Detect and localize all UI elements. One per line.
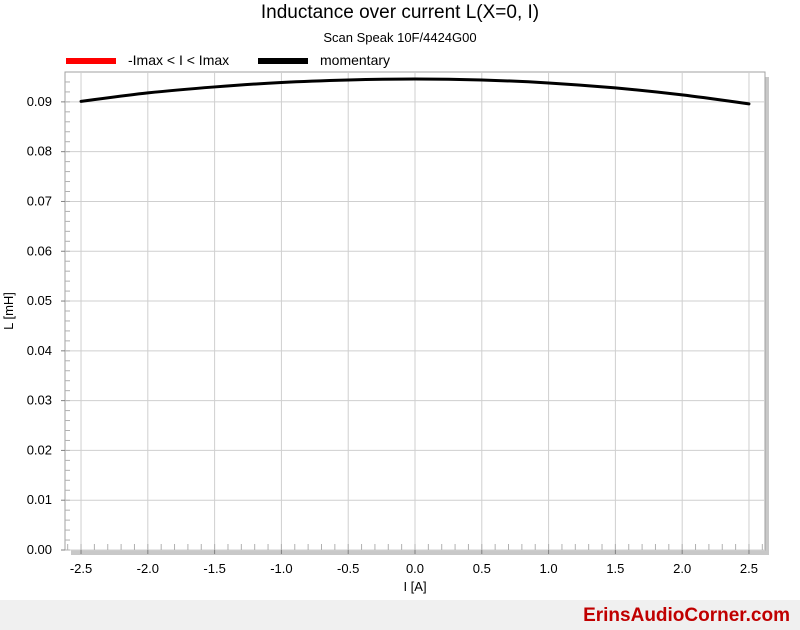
chart-plot: 0.00 0.01 0.02 0.03 0.04 0.05 0.06 0.07 0.08 0.09…: [1, 71, 769, 594]
watermark: ErinsAudioCorner.com: [583, 605, 790, 626]
chart-subtitle: Scan Speak 10F/4424G00: [323, 30, 477, 45]
y-tick-label: 0.02: [27, 442, 52, 457]
y-tick-label: 0.07: [27, 193, 52, 208]
y-tick-label: 0.01: [27, 492, 52, 507]
x-tick-label: -2.0: [137, 561, 159, 576]
y-tick-label: 0.00: [27, 542, 52, 557]
legend-item-momentary: momentary: [258, 51, 390, 69]
x-tick-labels: -2.5 -2.0 -1.5 -1.0 -0.5 0.0 0.5 1.0 1.5 2.0 2.5: [70, 561, 758, 576]
series-group: [79, 77, 751, 106]
footer-band: [0, 600, 800, 630]
series-line-momentary: [79, 77, 751, 106]
x-tick-label: 0.0: [406, 561, 424, 576]
legend-label-momentary: momentary: [320, 52, 391, 68]
x-tick-label: -1.5: [203, 561, 225, 576]
x-tick-label: 1.5: [606, 561, 624, 576]
y-tick-label: 0.05: [27, 293, 52, 308]
x-tick-label: -1.0: [270, 561, 292, 576]
x-tick-label: 2.5: [740, 561, 758, 576]
x-tick-label: 0.5: [473, 561, 491, 576]
y-tick-label: 0.03: [27, 393, 52, 408]
x-tick-label: 1.0: [540, 561, 558, 576]
y-tick-labels: 0.00 0.01 0.02 0.03 0.04 0.05 0.06 0.07 0.08 0.09: [27, 94, 52, 557]
chart-title: Inductance over current L(X=0, I): [260, 2, 540, 23]
x-tick-label: -2.5: [70, 561, 92, 576]
minor-ticks: [65, 81, 763, 551]
legend-swatch-black: [258, 58, 308, 65]
y-tick-label: 0.09: [27, 94, 52, 109]
x-axis-label: I [A]: [403, 579, 426, 594]
x-tick-label: -0.5: [337, 561, 359, 576]
grid-lines: [61, 72, 765, 554]
legend-item-imax-range: -Imax < I < Imax: [66, 51, 229, 69]
x-tick-label: 2.0: [673, 561, 691, 576]
legend-swatch-red: [66, 58, 116, 65]
y-axis-label: L [mH]: [1, 292, 16, 330]
y-tick-label: 0.08: [27, 144, 52, 159]
y-tick-label: 0.04: [27, 343, 52, 358]
y-tick-label: 0.06: [27, 243, 52, 258]
legend-label-imax-range: -Imax < I < Imax: [128, 52, 230, 68]
